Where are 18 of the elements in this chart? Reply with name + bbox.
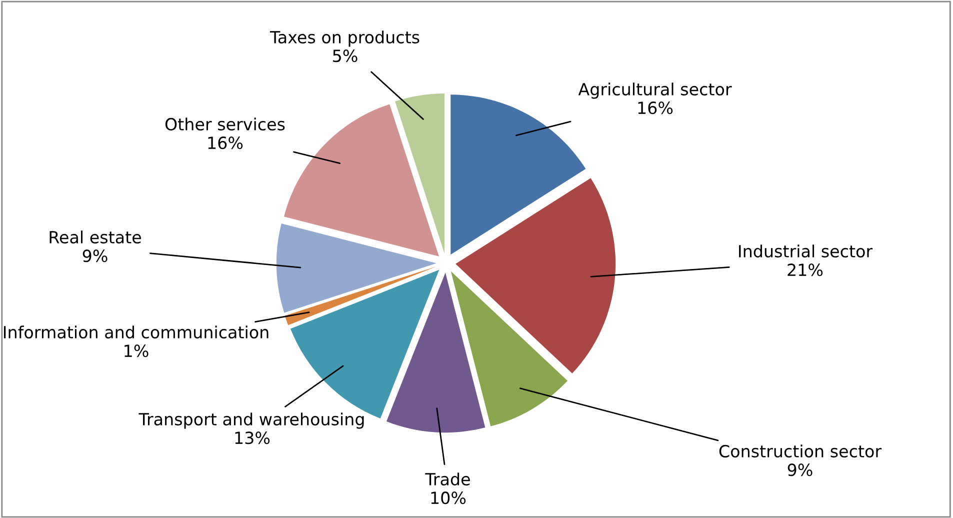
slice-label: Other services bbox=[165, 118, 285, 131]
data-label: 5% bbox=[333, 50, 358, 62]
data-label: 9% bbox=[82, 250, 108, 262]
slice-label: Construction sector bbox=[719, 444, 882, 458]
slice-label: Agricultural sector bbox=[578, 82, 732, 99]
slice-label: Trade bbox=[425, 472, 470, 486]
data-label: 1% bbox=[124, 344, 148, 358]
slice-label: Real estate bbox=[50, 230, 141, 244]
slice-label: Taxes on products bbox=[270, 30, 420, 47]
slice-label: Information and communication bbox=[4, 326, 268, 339]
data-label: 13% bbox=[235, 432, 270, 444]
data-label: 16% bbox=[638, 102, 673, 114]
slice-label: Transport and warehousing bbox=[138, 412, 364, 429]
data-label: 21% bbox=[788, 264, 823, 276]
data-label: 16% bbox=[208, 136, 243, 150]
data-label: 9% bbox=[788, 464, 812, 476]
data-label: 10% bbox=[431, 492, 466, 504]
slice-label: Industrial sector bbox=[739, 244, 873, 258]
